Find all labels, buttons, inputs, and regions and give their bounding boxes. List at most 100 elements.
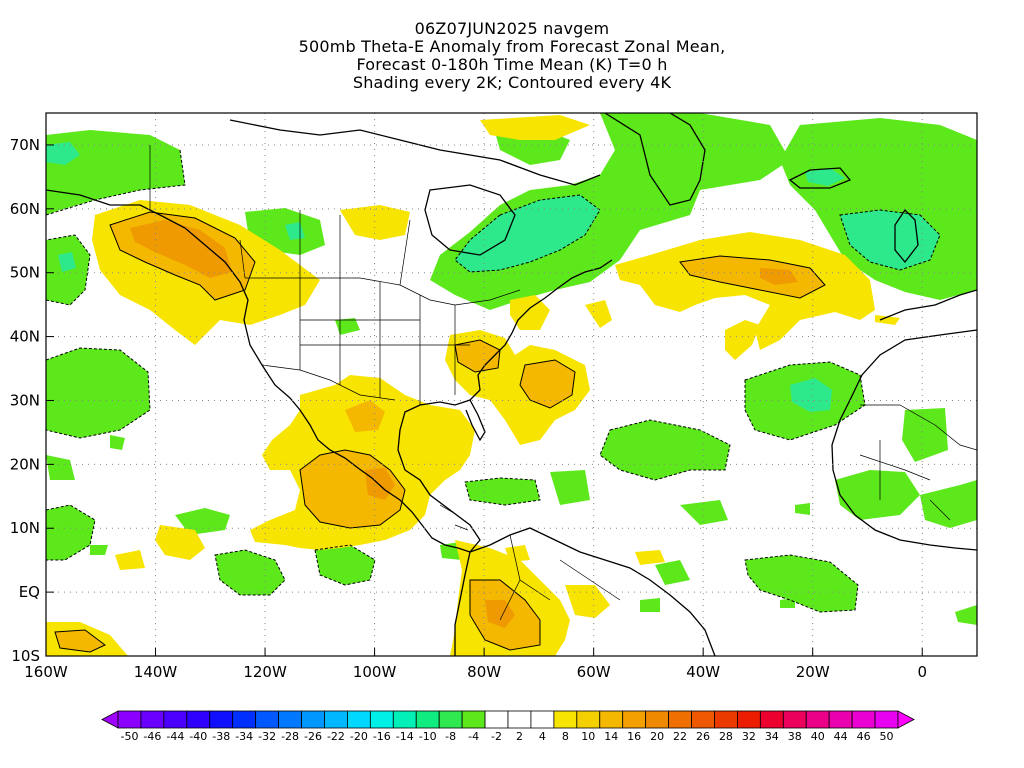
colorbar-swatch bbox=[324, 710, 348, 729]
colorbar-swatch bbox=[438, 710, 463, 729]
canadian-arctic bbox=[229, 119, 601, 186]
colorbar-swatch bbox=[392, 710, 417, 729]
colorbar-swatch bbox=[232, 710, 257, 729]
positive-anomaly-max-regions bbox=[130, 220, 798, 628]
colorbar-swatch bbox=[691, 710, 715, 729]
colorbar-label: -50 bbox=[120, 730, 138, 743]
lat-label: 10S bbox=[11, 647, 40, 665]
us-mexico-border bbox=[261, 364, 396, 401]
colorbar-swatch bbox=[415, 710, 440, 729]
colorbar-label: 10 bbox=[581, 730, 595, 743]
colorbar-label: 46 bbox=[857, 730, 871, 743]
colorbar-label: -4 bbox=[468, 730, 479, 743]
colorbar-label: 14 bbox=[604, 730, 618, 743]
colorbar-label: 20 bbox=[650, 730, 664, 743]
lat-label: 20N bbox=[10, 455, 40, 473]
colorbar-label: 2 bbox=[516, 730, 523, 743]
colorbar-label: -20 bbox=[350, 730, 368, 743]
lat-label: 10N bbox=[10, 519, 40, 537]
colorbar-under-triangle bbox=[101, 710, 119, 729]
title-line-2: 500mb Theta-E Anomaly from Forecast Zona… bbox=[298, 37, 726, 56]
colorbar-swatch bbox=[759, 710, 784, 729]
canada-provinces bbox=[239, 210, 411, 286]
colorbar-swatch bbox=[186, 710, 211, 729]
colorbar-label: -22 bbox=[327, 730, 345, 743]
lon-label: 160W bbox=[24, 663, 68, 681]
hudson-bay bbox=[424, 184, 516, 256]
colorbar-swatch bbox=[278, 710, 302, 729]
colorbar-swatch bbox=[255, 710, 279, 729]
colorbar-swatch bbox=[599, 710, 624, 729]
colorbar-label: -10 bbox=[419, 730, 437, 743]
colorbar-swatch bbox=[117, 710, 142, 729]
colorbar: -50 -46 -44 -40 -38 -34 -32 -28 -26 -22 -20 -16 -14-… bbox=[101, 710, 915, 743]
map-frame bbox=[45, 112, 978, 657]
colorbar-label: -40 bbox=[189, 730, 207, 743]
iberia-europe bbox=[879, 289, 977, 321]
colorbar-swatch bbox=[163, 710, 188, 729]
colorbar-label: -26 bbox=[304, 730, 322, 743]
colorbar-label: 32 bbox=[742, 730, 756, 743]
florida bbox=[465, 399, 486, 442]
political-boundaries bbox=[149, 145, 977, 621]
central-america-borders bbox=[419, 479, 469, 531]
south-america-borders bbox=[499, 534, 621, 621]
colorbar-swatch bbox=[805, 710, 830, 729]
colorbar-label: -28 bbox=[281, 730, 299, 743]
great-britain bbox=[894, 208, 919, 264]
colorbar-label: 4 bbox=[539, 730, 546, 743]
coastlines bbox=[46, 113, 977, 656]
lat-label: 40N bbox=[10, 328, 40, 346]
lon-label: 20W bbox=[796, 663, 830, 681]
lat-label: 60N bbox=[10, 200, 40, 218]
positive-contours bbox=[54, 211, 826, 653]
title-line-4: Shading every 2K; Contoured every 4K bbox=[352, 73, 672, 92]
colorbar-swatch bbox=[622, 710, 647, 729]
colorbar-swatch bbox=[369, 710, 394, 729]
lon-label: 0 bbox=[917, 663, 927, 681]
colorbar-swatch bbox=[484, 710, 509, 729]
colorbar-swatch bbox=[461, 710, 486, 729]
colorbar-swatch bbox=[874, 710, 899, 729]
lon-label: 80W bbox=[467, 663, 501, 681]
colorbar-swatch bbox=[553, 710, 578, 729]
africa-borders bbox=[859, 404, 977, 521]
colorbar-label: 38 bbox=[788, 730, 802, 743]
title-line-3: Forecast 0-180h Time Mean (K) T=0 h bbox=[356, 55, 668, 74]
colorbar-label: 50 bbox=[880, 730, 894, 743]
colorbar-label: 26 bbox=[696, 730, 710, 743]
colorbar-swatch bbox=[140, 710, 165, 729]
colorbar-label: -38 bbox=[212, 730, 230, 743]
graticule bbox=[46, 113, 977, 656]
lon-label: 140W bbox=[134, 663, 178, 681]
south-america-west bbox=[454, 551, 471, 656]
colorbar-swatch bbox=[851, 710, 876, 729]
title-line-1: 06Z07JUN2025 navgem bbox=[414, 19, 610, 38]
title-block: 06Z07JUN2025 navgem 500mb Theta-E Anomal… bbox=[0, 20, 1024, 92]
colorbar-swatch bbox=[347, 710, 371, 729]
colorbar-label: -14 bbox=[396, 730, 414, 743]
north-america-coast bbox=[46, 189, 471, 553]
colorbar-swatch bbox=[645, 710, 669, 729]
colorbar-label: 34 bbox=[765, 730, 779, 743]
colorbar-label: 22 bbox=[673, 730, 687, 743]
colorbar-over-triangle bbox=[897, 710, 915, 729]
lon-label: 120W bbox=[243, 663, 287, 681]
lat-label: 70N bbox=[10, 136, 40, 154]
us-states-grid bbox=[299, 278, 470, 405]
colorbar-label: -34 bbox=[235, 730, 253, 743]
colorbar-swatch bbox=[301, 710, 325, 729]
colorbar-label: -2 bbox=[491, 730, 502, 743]
iceland bbox=[788, 167, 852, 189]
negative-contours bbox=[46, 149, 941, 613]
colorbar-swatch bbox=[530, 710, 555, 729]
colorbar-swatch bbox=[576, 710, 601, 729]
colorbar-swatch bbox=[737, 710, 761, 729]
lat-label: EQ bbox=[19, 583, 40, 601]
colorbar-label: -8 bbox=[445, 730, 456, 743]
colorbar-label: -44 bbox=[166, 730, 184, 743]
lon-label: 40W bbox=[686, 663, 720, 681]
colorbar-label: 16 bbox=[627, 730, 641, 743]
lon-label: 100W bbox=[353, 663, 397, 681]
